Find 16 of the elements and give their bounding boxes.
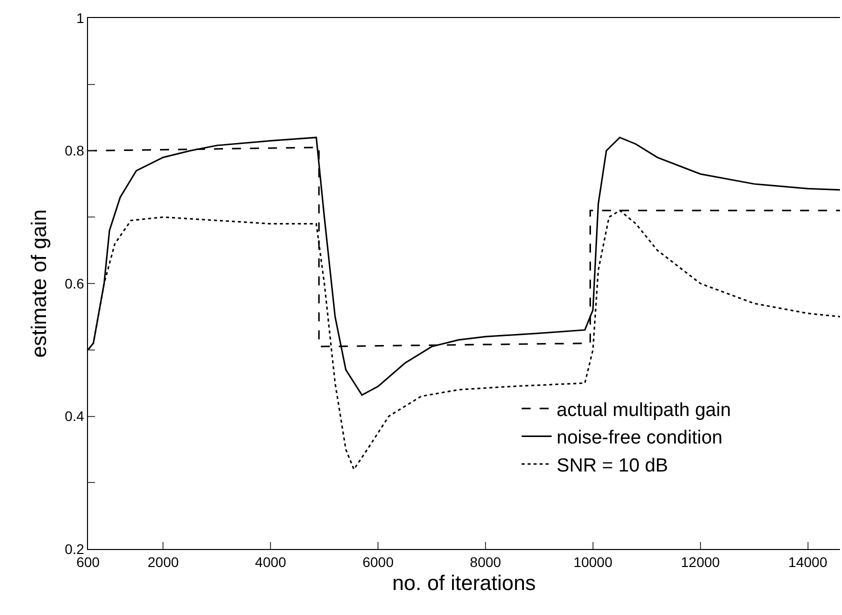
x-tick-label: 6000 <box>362 554 394 570</box>
x-tick-label: 10000 <box>573 554 613 570</box>
x-tick-label: 12000 <box>680 554 720 570</box>
x-tick-label: 8000 <box>470 554 502 570</box>
legend-label: actual multipath gain <box>556 400 731 421</box>
y-tick-label: 1 <box>76 10 84 26</box>
y-axis-title: estimate of gain <box>28 209 51 358</box>
x-tick-label: 14000 <box>788 554 828 570</box>
y-tick-label: 0.6 <box>64 275 84 292</box>
y-tick-label: 0.4 <box>64 408 84 424</box>
legend-label: noise-free condition <box>556 428 722 449</box>
x-tick-label: 4000 <box>255 554 286 570</box>
legend-label: SNR = 10 dB <box>556 455 668 476</box>
x-tick-label: 2000 <box>148 554 179 570</box>
y-tick-label: 0.8 <box>64 142 84 159</box>
x-axis-title: no. of iterations <box>392 572 536 595</box>
